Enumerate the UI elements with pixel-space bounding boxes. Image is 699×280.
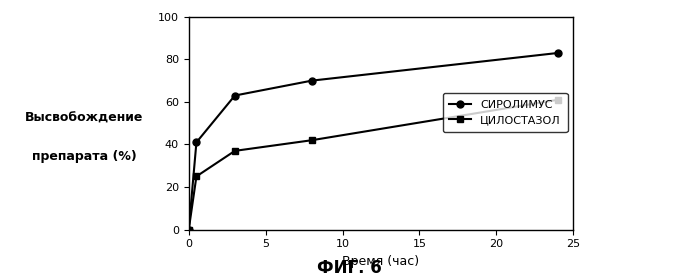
СИРОЛИМУС [231,94,239,97]
Text: ФИГ. 6: ФИГ. 6 [317,259,382,277]
ЦИЛОСТАЗОЛ [185,228,193,231]
Line: СИРОЛИМУС: СИРОЛИМУС [185,50,561,233]
ЦИЛОСТАЗОЛ [554,98,562,101]
СИРОЛИМУС [192,141,201,144]
ЦИЛОСТАЗОЛ [192,175,201,178]
Text: препарата (%): препарата (%) [31,150,136,163]
Legend: СИРОЛИМУС, ЦИЛОСТАЗОЛ: СИРОЛИМУС, ЦИЛОСТАЗОЛ [442,93,568,132]
Line: ЦИЛОСТАЗОЛ: ЦИЛОСТАЗОЛ [185,96,561,233]
СИРОЛИМУС [554,51,562,55]
СИРОЛИМУС [185,228,193,231]
Text: Высвобождение: Высвобождение [24,111,143,124]
X-axis label: Время (час): Время (час) [343,255,419,268]
СИРОЛИМУС [308,79,316,82]
ЦИЛОСТАЗОЛ [231,149,239,153]
ЦИЛОСТАЗОЛ [308,139,316,142]
